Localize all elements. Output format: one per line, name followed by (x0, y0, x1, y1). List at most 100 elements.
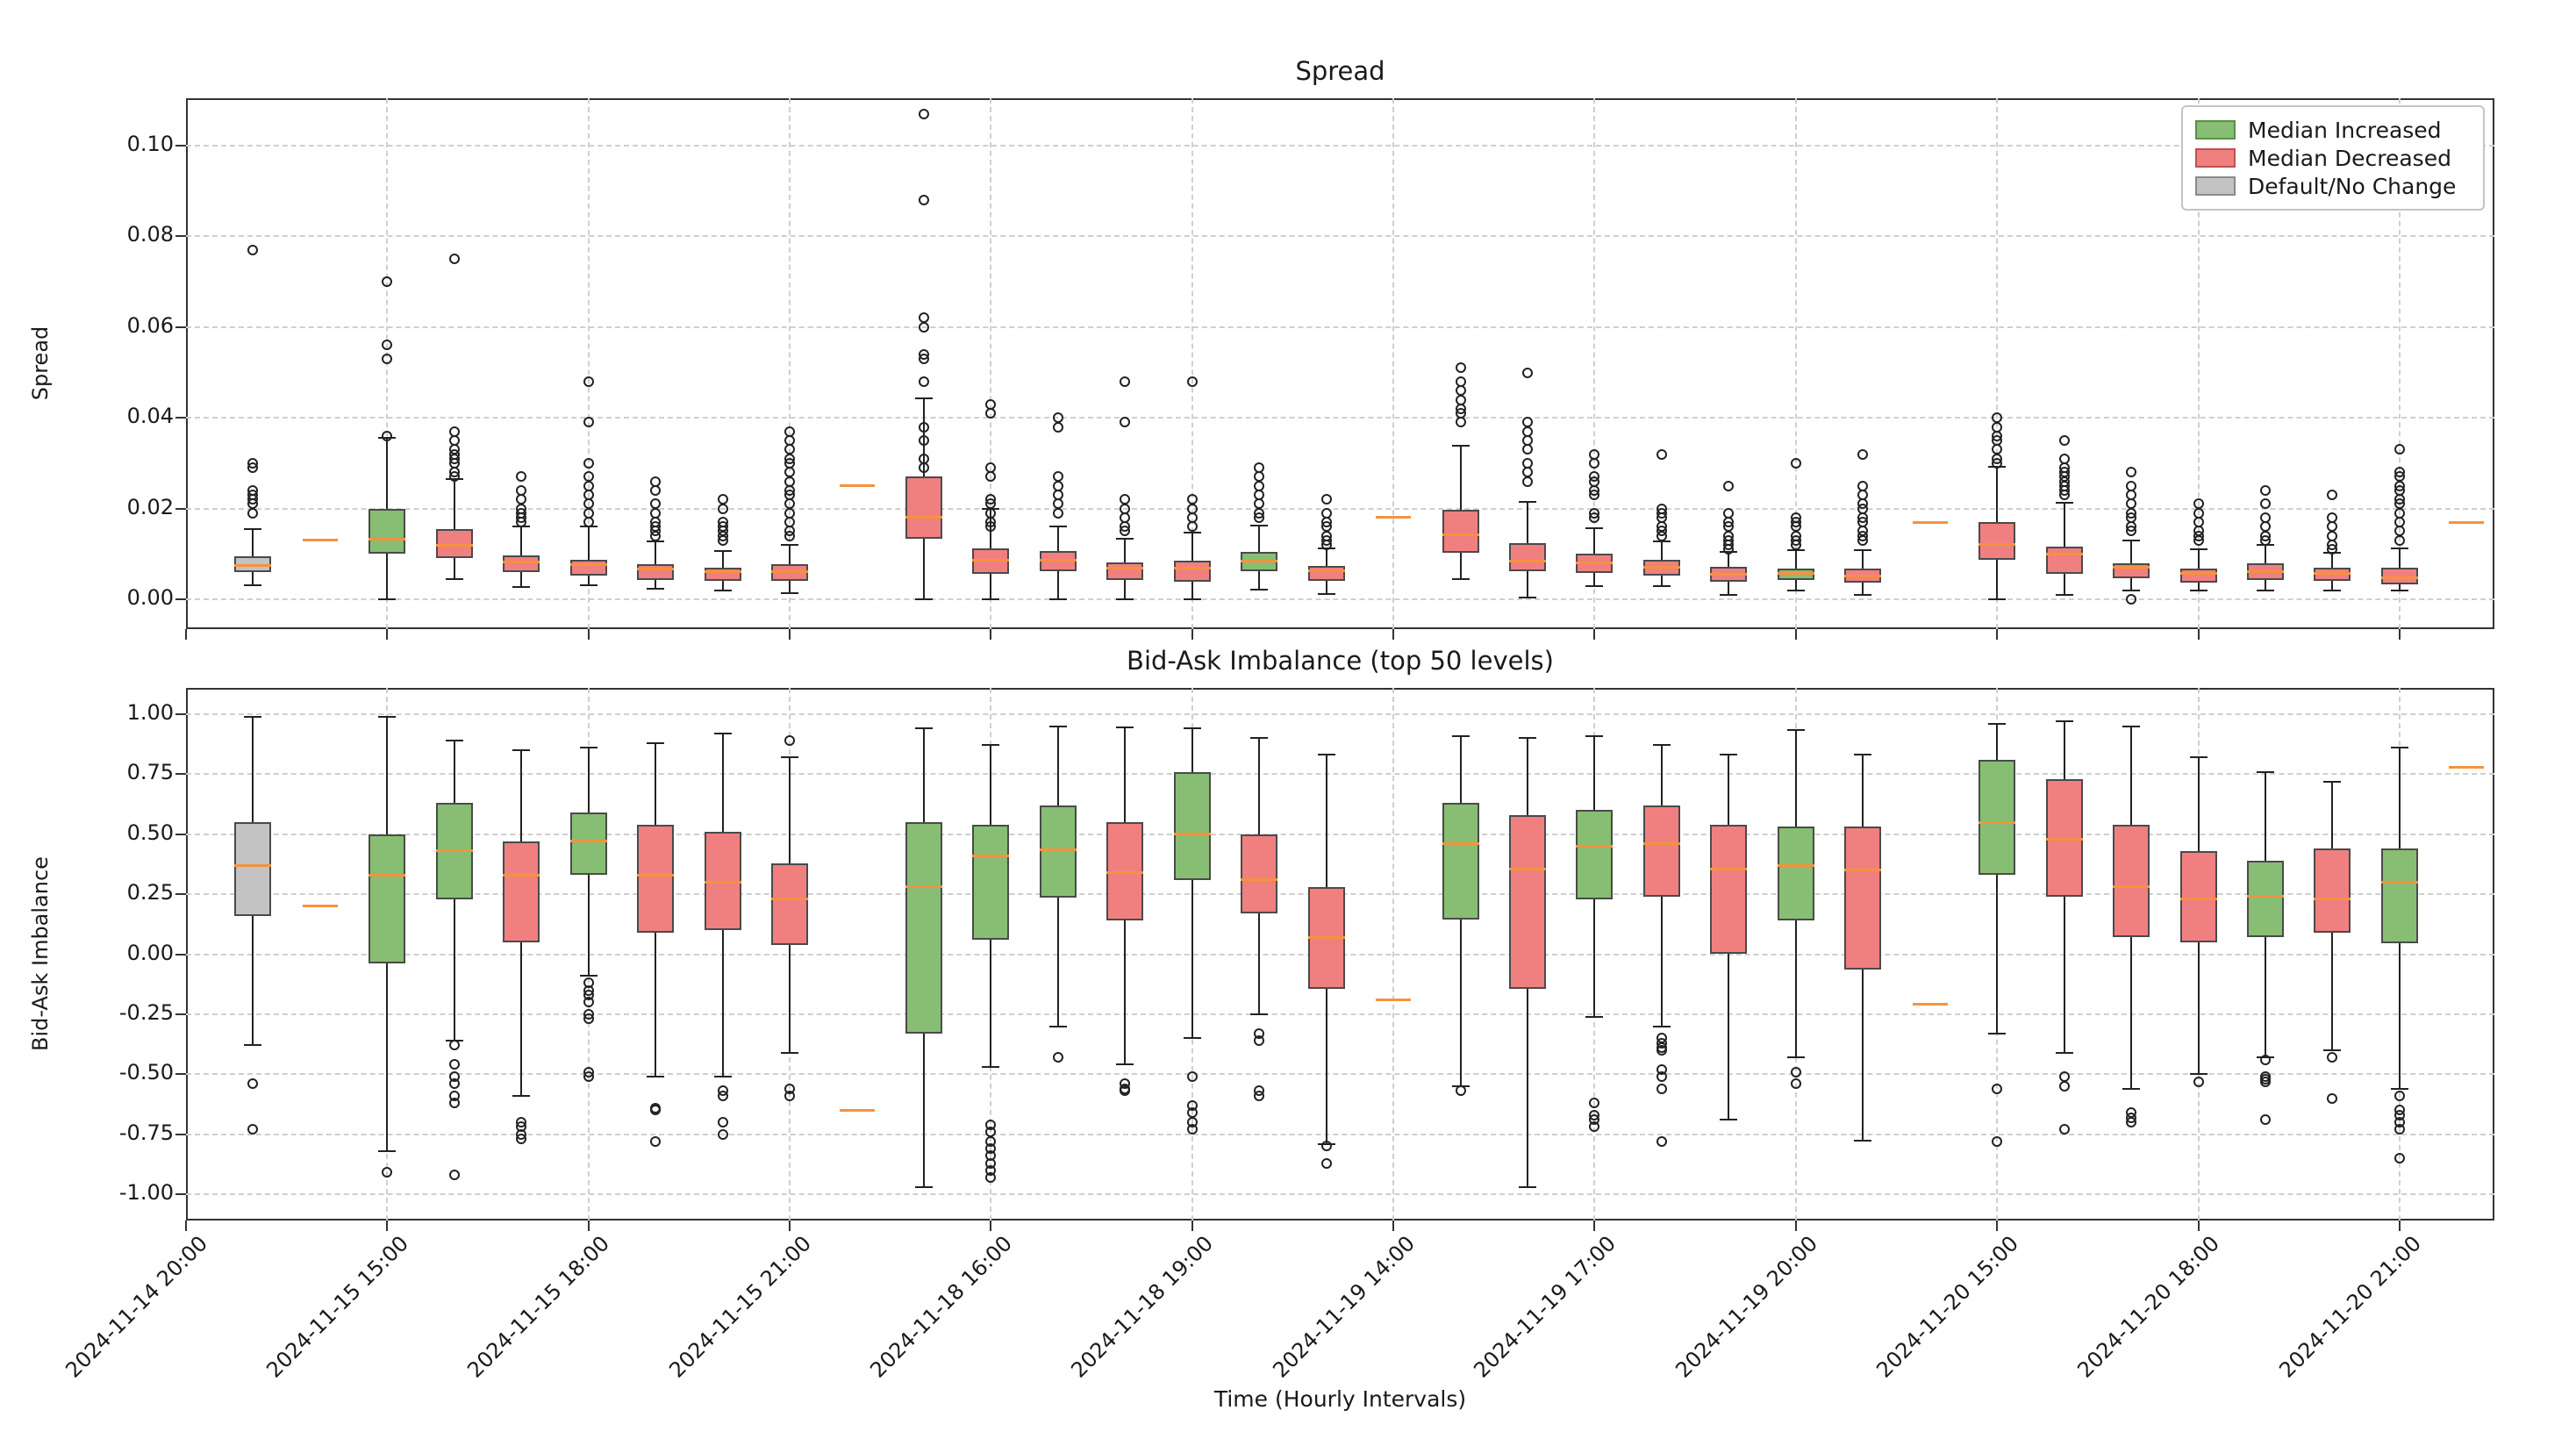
whisker-cap-high (1451, 734, 1470, 737)
outlier-point (1320, 494, 1332, 505)
whisker-cap-low (1519, 597, 1536, 599)
outlier-point (2058, 1124, 2070, 1135)
x-tickmark (1191, 629, 1193, 640)
whisker-cap-high (914, 727, 933, 730)
median-only-dash (1912, 1003, 1948, 1006)
whisker-cap-low (647, 1076, 665, 1078)
median-only-dash (839, 484, 875, 488)
median-line (1442, 842, 1479, 846)
y-tick-label: 0.04 (126, 404, 174, 429)
whisker-cap-high (2055, 501, 2073, 504)
x-tickmark (386, 629, 389, 640)
outlier-point (1320, 1141, 1332, 1152)
outlier-point (2058, 435, 2070, 447)
whisker-cap-low (982, 1066, 1000, 1069)
outlier-point (2327, 544, 2338, 555)
x-tickmark (1996, 1221, 1999, 1231)
x-gridline (789, 98, 791, 629)
whisker-cap-low (2055, 1051, 2073, 1054)
box-decreased (2113, 824, 2150, 938)
x-tickmark (1392, 1221, 1395, 1231)
whisker-cap-high (1317, 754, 1335, 756)
outlier-point (382, 276, 393, 288)
outlier-point (583, 1071, 594, 1083)
x-tickmark (1593, 1221, 1596, 1231)
y-tick-label: 0.50 (126, 820, 174, 845)
outlier-point (717, 503, 728, 514)
outlier-point (247, 1124, 259, 1135)
y-tick-label: -0.25 (118, 999, 174, 1025)
whisker-cap-high (445, 739, 463, 741)
outlier-point (583, 1013, 594, 1025)
box-decreased (1642, 805, 1680, 897)
y-tickmark (175, 1013, 186, 1015)
outlier-point (985, 521, 997, 533)
x-tick-label: 2024-11-19 20:00 (1670, 1231, 1822, 1383)
x-tick-label: 2024-11-15 18:00 (462, 1231, 615, 1383)
box-increased (1777, 827, 1814, 921)
x-tickmark (1794, 1221, 1797, 1231)
whisker-cap-low (1854, 1139, 1872, 1142)
whisker-cap-low (378, 598, 397, 600)
median-line (972, 559, 1010, 562)
outlier-point (2259, 534, 2271, 546)
outlier-point (583, 417, 594, 428)
outlier-point (985, 408, 997, 419)
median-increased-swatch-icon (2195, 120, 2236, 140)
outlier-point (650, 1105, 662, 1116)
x-tickmark (2197, 629, 2200, 640)
outlier-point (985, 1171, 997, 1183)
whisker-cap-high (1988, 722, 2007, 725)
outlier-point (516, 471, 527, 483)
y-gridline (186, 1193, 2494, 1196)
outlier-point (1254, 1034, 1265, 1046)
whisker-cap-high (1048, 526, 1067, 528)
median-line (1307, 935, 1345, 939)
outlier-point (382, 430, 393, 441)
whisker-cap-low (2390, 589, 2408, 591)
outlier-point (448, 1059, 460, 1070)
whisker-cap-high (1048, 725, 1067, 727)
bottom-plot-title: Bid-Ask Imbalance (top 50 levels) (1127, 646, 1554, 676)
median-line (1576, 844, 1614, 848)
outlier-point (2394, 444, 2405, 455)
outlier-point (2327, 490, 2338, 501)
y-tick-label: 0.10 (126, 132, 174, 156)
whisker-cap-low (2256, 589, 2274, 591)
whisker-cap-low (1854, 593, 1872, 596)
median-line (2380, 880, 2418, 884)
x-gridline (1996, 98, 1999, 629)
median-line (1241, 878, 1278, 882)
median-only-dash (1376, 998, 1412, 1001)
whisker-cap-high (579, 747, 597, 749)
y-tick-label: 0.02 (126, 494, 174, 519)
whisker-cap-low (1786, 589, 1805, 591)
whisker-cap-low (2323, 1049, 2342, 1051)
median-line (1777, 863, 1814, 867)
outlier-point (1656, 1135, 1667, 1147)
outlier-point (1320, 1157, 1332, 1169)
y-tickmark (175, 1073, 186, 1076)
y-tickmark (175, 1133, 186, 1135)
outlier-point (1120, 1085, 1131, 1097)
y-tickmark (175, 833, 186, 835)
whisker-cap-low (512, 1094, 531, 1097)
top-y-axis-label: Spread (28, 326, 53, 401)
box-decreased (503, 841, 540, 942)
whisker-cap-high (1854, 549, 1872, 552)
outlier-point (382, 353, 393, 364)
x-tickmark (1191, 1221, 1193, 1231)
box-decreased (503, 555, 540, 572)
whisker-cap-low (914, 1185, 933, 1188)
whisker-cap-low (1720, 593, 1738, 596)
x-gridline (990, 98, 992, 629)
whisker-cap-low (1183, 1037, 1201, 1040)
outlier-point (1186, 376, 1198, 387)
median-line (905, 885, 942, 889)
whisker-cap-low (1652, 1025, 1671, 1027)
median-line (1642, 842, 1680, 846)
x-tick-label: 2024-11-20 18:00 (2072, 1231, 2225, 1383)
whisker-cap-low (982, 598, 1000, 600)
outlier-point (1254, 512, 1265, 523)
outlier-point (1589, 490, 1600, 501)
